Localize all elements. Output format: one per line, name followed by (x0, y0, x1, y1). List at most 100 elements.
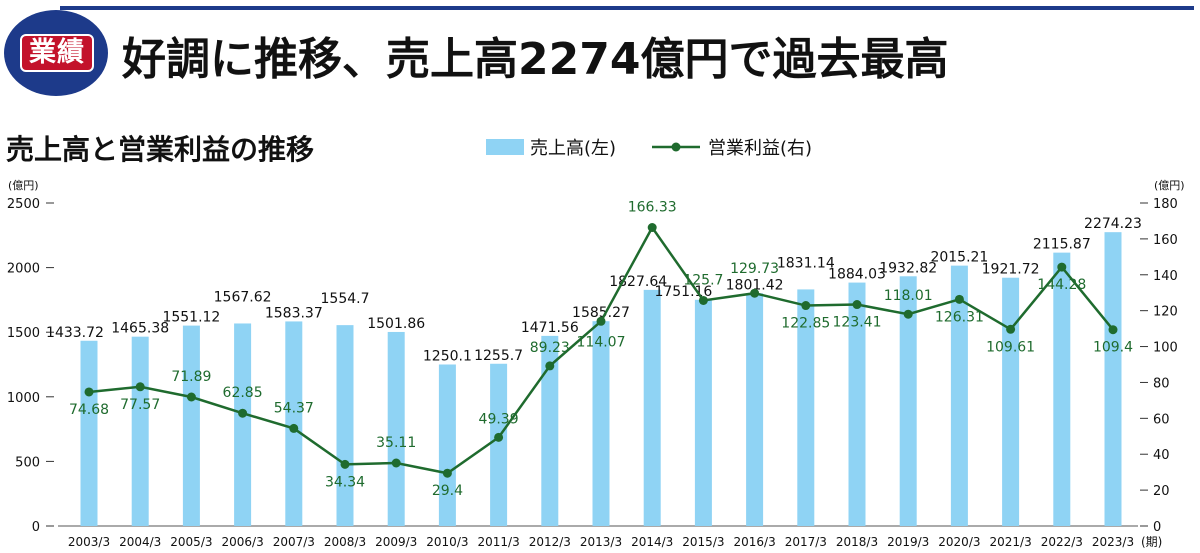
operating-profit-value-label: 49.39 (479, 411, 519, 427)
revenue-bar (643, 289, 661, 526)
revenue-value-label: 1465.38 (111, 321, 169, 337)
x-tick-label: 2004/3 (119, 535, 161, 549)
operating-profit-point (903, 309, 913, 319)
operating-profit-value-label: 89.23 (530, 340, 570, 356)
revenue-value-label: 1751.16 (654, 284, 712, 300)
revenue-bar (797, 289, 815, 526)
revenue-value-label: 1501.86 (367, 316, 425, 332)
operating-profit-value-label: 129.73 (730, 261, 779, 277)
operating-profit-point (647, 223, 657, 233)
revenue-bar (80, 340, 98, 526)
operating-profit-point (289, 423, 299, 433)
revenue-bar (541, 335, 559, 526)
x-tick-label: 2019/3 (887, 535, 929, 549)
revenue-value-label: 1932.82 (879, 260, 937, 276)
operating-profit-value-label: 77.57 (120, 397, 160, 413)
operating-profit-point (186, 392, 196, 402)
category-badge: 業績 (4, 10, 108, 96)
header-rule (60, 6, 1194, 10)
operating-profit-value-label: 62.85 (223, 385, 263, 401)
revenue-value-label: 1471.56 (521, 320, 579, 336)
revenue-value-label: 1433.72 (46, 325, 104, 341)
revenue-value-label: 1831.14 (777, 255, 835, 271)
x-tick-label: 2017/3 (785, 535, 827, 549)
x-tick-label: 2021/3 (989, 535, 1031, 549)
chart-title: 売上高と営業利益の推移 (6, 133, 314, 166)
left-tick-label: 2500 (7, 197, 40, 212)
operating-profit-value-label: 71.89 (171, 369, 211, 385)
x-tick-label: 2006/3 (221, 535, 263, 549)
legend-line-label: 営業利益(右) (708, 138, 812, 159)
right-tick-label: 0 (1153, 520, 1161, 535)
left-axis: 0 500 1000 1500 2000 2500 (7, 197, 54, 535)
operating-profit-point (801, 301, 811, 311)
right-axis: 0 20 40 60 80 100 120 140 160 180 (1140, 197, 1178, 535)
revenue-bar (950, 265, 968, 526)
operating-profit-point (1057, 262, 1067, 272)
x-tick-label: 2020/3 (938, 535, 980, 549)
x-tick-label: 2018/3 (836, 535, 878, 549)
operating-profit-point (1108, 325, 1118, 335)
revenue-bar (336, 325, 354, 526)
operating-profit-point (1006, 324, 1016, 334)
revenue-value-label: 1884.03 (828, 267, 886, 283)
revenue-value-label: 1551.12 (162, 310, 220, 326)
operating-profit-value-label: 29.4 (432, 483, 463, 499)
x-tick-label: 2014/3 (631, 535, 673, 549)
revenue-value-label: 1567.62 (214, 289, 272, 305)
revenue-bar (1002, 277, 1020, 526)
right-axis-unit: (億円) (1154, 179, 1185, 192)
revenue-bar (490, 363, 508, 526)
revenue-value-label: 1554.7 (321, 291, 370, 307)
operating-profit-value-label: 74.68 (69, 402, 109, 418)
operating-profit-point (698, 295, 708, 305)
revenue-value-label: 2015.21 (930, 250, 988, 266)
operating-profit-value-label: 144.28 (1037, 277, 1086, 293)
legend: 売上高(左) 営業利益(右) (486, 138, 812, 159)
x-tick-label: 2008/3 (324, 535, 366, 549)
legend-line-marker (671, 142, 681, 152)
x-tick-label: 2005/3 (170, 535, 212, 549)
revenue-bar (234, 323, 252, 526)
operating-profit-value-label: 109.61 (986, 339, 1035, 355)
right-tick-label: 80 (1153, 376, 1170, 391)
revenue-value-label: 1801.42 (726, 277, 784, 293)
operating-profit-point (596, 316, 606, 326)
revenue-bar (438, 364, 456, 526)
revenue-bar (131, 336, 149, 526)
revenue-value-label: 1255.7 (474, 348, 523, 364)
revenue-bar (285, 321, 303, 526)
operating-profit-value-label: 122.85 (781, 316, 830, 332)
x-axis-unit: (期) (1141, 535, 1162, 549)
x-tick-label: 2010/3 (426, 535, 468, 549)
right-tick-label: 100 (1153, 341, 1178, 356)
left-tick-label: 1500 (7, 326, 40, 341)
left-tick-label: 500 (15, 455, 40, 470)
operating-profit-value-label: 123.41 (833, 315, 882, 331)
operating-profit-point (852, 300, 862, 310)
operating-profit-point (135, 382, 145, 392)
legend-bar-swatch (486, 139, 524, 155)
revenue-bar (1053, 252, 1071, 527)
badge-label: 業績 (20, 34, 94, 72)
operating-profit-value-label: 126.31 (935, 309, 984, 325)
revenue-bar (848, 282, 866, 526)
x-tick-label: 2003/3 (68, 535, 110, 549)
left-tick-label: 0 (32, 520, 40, 535)
x-tick-label: 2022/3 (1041, 535, 1083, 549)
operating-profit-value-label: 34.34 (325, 474, 365, 490)
x-tick-label: 2009/3 (375, 535, 417, 549)
operating-profit-point (84, 387, 94, 397)
revenue-bar (592, 321, 610, 526)
right-tick-label: 120 (1153, 305, 1178, 320)
operating-profit-point (340, 459, 350, 469)
revenue-value-label: 1583.37 (265, 305, 323, 321)
operating-profit-point (954, 294, 964, 304)
left-tick-label: 1000 (7, 391, 40, 406)
right-tick-label: 180 (1153, 197, 1178, 212)
revenue-bars (80, 232, 1122, 527)
legend-bar-label: 売上高(左) (530, 138, 616, 159)
operating-profit-value-label: 114.07 (577, 334, 626, 350)
right-tick-label: 160 (1153, 233, 1178, 248)
